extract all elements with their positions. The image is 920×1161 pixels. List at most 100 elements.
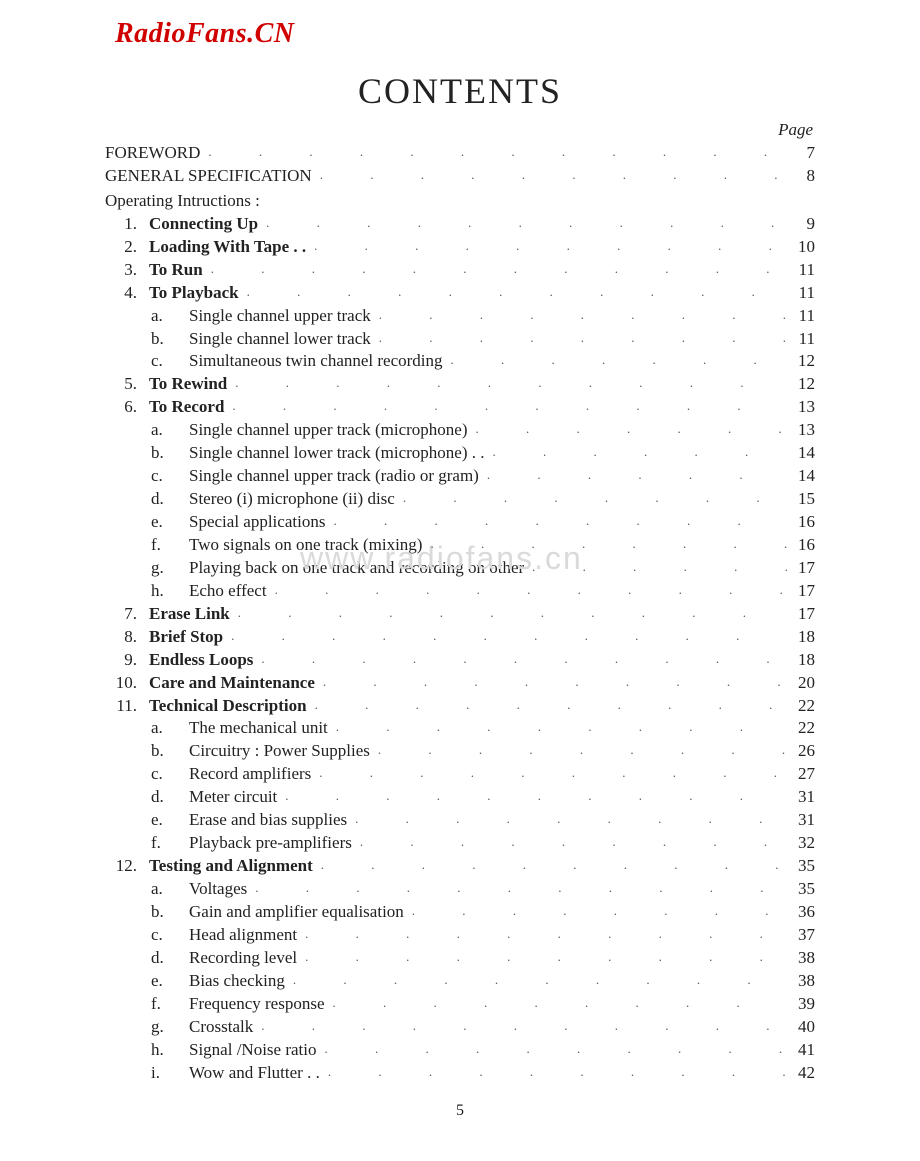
toc-page-number: 42 <box>787 1062 815 1085</box>
toc-sub-letter: h. <box>105 580 189 603</box>
title-heading: CONTENTS <box>105 70 815 112</box>
toc-sub-letter: e. <box>105 511 189 534</box>
toc-row: g.Playing back on one track and recordin… <box>105 557 815 580</box>
toc-page-number: 12 <box>787 373 815 396</box>
toc-leader-dots: . . . . . . . . . . . . . . . . . . . . <box>524 558 787 576</box>
toc-row: d.Stereo (i) microphone (ii) disc. . . .… <box>105 488 815 511</box>
toc-leader-dots: . . . . . . . . . . . . . . . . . . . . <box>200 143 787 161</box>
toc-leader-dots: . . . . . . . . . . . . . . . . . . . . <box>258 214 787 232</box>
toc-leader-dots: . . . . . . . . . . . . . . . . . . . . <box>468 420 787 438</box>
toc-row: Operating Intructions : <box>105 188 815 213</box>
toc-page-number: 13 <box>787 396 815 419</box>
toc-page-number: 31 <box>787 786 815 809</box>
toc-sub-letter: c. <box>105 763 189 786</box>
toc-page-number: 38 <box>787 970 815 993</box>
toc-leader-dots: . . . . . . . . . . . . . . . . . . . . <box>325 512 787 530</box>
toc-page-number: 18 <box>787 649 815 672</box>
toc-section-label: Operating Intructions : <box>105 190 260 213</box>
toc-row: a.The mechanical unit. . . . . . . . . .… <box>105 717 815 740</box>
toc-entry-label: GENERAL SPECIFICATION <box>105 165 312 188</box>
toc-row: d.Meter circuit. . . . . . . . . . . . .… <box>105 786 815 809</box>
toc-page-number: 17 <box>787 580 815 603</box>
toc-leader-dots: . . . . . . . . . . . . . . . . . . . . <box>370 741 787 759</box>
toc-entry-label: Single channel lower track <box>189 328 371 351</box>
toc-entry-number: 9. <box>105 649 149 672</box>
toc-row: 4.To Playback. . . . . . . . . . . . . .… <box>105 282 815 305</box>
toc-sub-letter: a. <box>105 305 189 328</box>
toc-leader-dots: . . . . . . . . . . . . . . . . . . . . <box>404 902 787 920</box>
toc-row: f.Playback pre-amplifiers. . . . . . . .… <box>105 832 815 855</box>
toc-entry-label: Echo effect <box>189 580 267 603</box>
toc-page-number: 11 <box>787 305 815 328</box>
toc-entry-number: 6. <box>105 396 149 419</box>
toc-entry-label: Crosstalk <box>189 1016 253 1039</box>
toc-entry-label: Record amplifiers <box>189 763 311 786</box>
toc-page-number: 16 <box>787 511 815 534</box>
toc-leader-dots: . . . . . . . . . . . . . . . . . . . . <box>485 443 787 461</box>
toc-page-number: 40 <box>787 1016 815 1039</box>
toc-sub-letter: f. <box>105 832 189 855</box>
toc-leader-dots: . . . . . . . . . . . . . . . . . . . . <box>347 810 787 828</box>
toc-page-number: 17 <box>787 557 815 580</box>
toc-leader-dots: . . . . . . . . . . . . . . . . . . . . <box>227 374 787 392</box>
toc-leader-dots: . . . . . . . . . . . . . . . . . . . . <box>313 856 787 874</box>
toc-leader-dots: . . . . . . . . . . . . . . . . . . . . <box>325 994 788 1012</box>
toc-entry-number: 7. <box>105 603 149 626</box>
toc-entry-label: Wow and Flutter . . <box>189 1062 320 1085</box>
toc-row: b.Gain and amplifier equalisation. . . .… <box>105 901 815 924</box>
toc-page-number: 11 <box>787 282 815 305</box>
toc-sub-letter: i. <box>105 1062 189 1085</box>
toc-leader-dots: . . . . . . . . . . . . . . . . . . . . <box>312 166 787 184</box>
toc-row: a.Single channel upper track. . . . . . … <box>105 305 815 328</box>
toc-entry-label: Single channel lower track (microphone) … <box>189 442 485 465</box>
toc-entry-label: Erase Link <box>149 603 230 626</box>
toc-entry-label: To Run <box>149 259 203 282</box>
toc-page-number: 20 <box>787 672 815 695</box>
toc-leader-dots: . . . . . . . . . . . . . . . . . . . . <box>307 696 787 714</box>
toc-page-number: 14 <box>787 442 815 465</box>
toc-page-number: 35 <box>787 878 815 901</box>
toc-leader-dots: . . . . . . . . . . . . . . . . . . . . <box>306 237 787 255</box>
toc-row: f.Frequency response. . . . . . . . . . … <box>105 993 815 1016</box>
toc-sub-letter: e. <box>105 809 189 832</box>
toc-entry-label: Loading With Tape . . <box>149 236 306 259</box>
toc-entry-label: The mechanical unit <box>189 717 328 740</box>
toc-row: d.Recording level. . . . . . . . . . . .… <box>105 947 815 970</box>
toc-entry-label: Voltages <box>189 878 247 901</box>
toc-row: 2.Loading With Tape . .. . . . . . . . .… <box>105 236 815 259</box>
toc-leader-dots: . . . . . . . . . . . . . . . . . . . . <box>253 650 787 668</box>
toc-leader-dots: . . . . . . . . . . . . . . . . . . . . <box>230 604 787 622</box>
toc-page-number: 22 <box>787 695 815 718</box>
toc-page-number: 11 <box>787 328 815 351</box>
toc-entry-label: Single channel upper track <box>189 305 371 328</box>
toc-sub-letter: b. <box>105 442 189 465</box>
toc-entry-label: Technical Description <box>149 695 307 718</box>
toc-entry-label: Head alignment <box>189 924 297 947</box>
toc-sub-letter: a. <box>105 878 189 901</box>
toc-page-number: 9 <box>787 213 815 236</box>
toc-row: g.Crosstalk. . . . . . . . . . . . . . .… <box>105 1016 815 1039</box>
toc-row: a.Single channel upper track (microphone… <box>105 419 815 442</box>
toc-page-number: 18 <box>787 626 815 649</box>
toc-page-number: 15 <box>787 488 815 511</box>
watermark-top: RadioFans.CN <box>115 18 295 50</box>
toc-page-number: 16 <box>787 534 815 557</box>
toc-row: 12.Testing and Alignment. . . . . . . . … <box>105 855 815 878</box>
toc-page-number: 36 <box>787 901 815 924</box>
toc-leader-dots: . . . . . . . . . . . . . . . . . . . . <box>224 397 787 415</box>
toc-page-number: 8 <box>787 165 815 188</box>
toc-entry-label: Endless Loops <box>149 649 253 672</box>
toc-entry-label: To Playback <box>149 282 239 305</box>
toc-leader-dots: . . . . . . . . . . . . . . . . . . . . <box>267 581 787 599</box>
toc-entry-label: Testing and Alignment <box>149 855 313 878</box>
toc-sub-letter: d. <box>105 488 189 511</box>
toc-entry-label: Playing back on one track and recording … <box>189 557 524 580</box>
toc-page-number: 17 <box>787 603 815 626</box>
toc-leader-dots: . . . . . . . . . . . . . . . . . . . . <box>223 627 787 645</box>
toc-leader-dots: . . . . . . . . . . . . . . . . . . . . <box>316 1040 787 1058</box>
toc-leader-dots: . . . . . . . . . . . . . . . . . . . . <box>315 673 787 691</box>
toc-leader-dots: . . . . . . . . . . . . . . . . . . . . <box>297 925 787 943</box>
toc-sub-letter: b. <box>105 901 189 924</box>
toc-entry-number: 3. <box>105 259 149 282</box>
toc-row: h.Signal /Noise ratio. . . . . . . . . .… <box>105 1039 815 1062</box>
